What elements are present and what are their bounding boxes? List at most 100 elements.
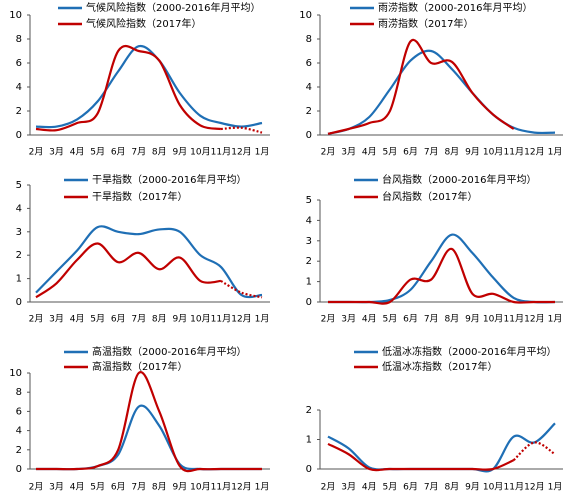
x-tick-label: 10月 bbox=[190, 482, 210, 493]
x-tick-label: 6月 bbox=[403, 482, 418, 493]
x-tick-label: 7月 bbox=[424, 482, 439, 493]
y-tick-label: 10 bbox=[9, 368, 22, 379]
x-tick-label: 5月 bbox=[383, 147, 398, 158]
y-tick-label: 5 bbox=[16, 180, 22, 191]
x-tick-label: 4月 bbox=[362, 147, 377, 158]
x-tick-label: 3月 bbox=[49, 147, 64, 158]
y-tick-label: 6 bbox=[306, 58, 312, 69]
y-tick-label: 2 bbox=[16, 445, 22, 456]
x-tick-label: 8月 bbox=[152, 314, 167, 325]
series-line bbox=[36, 404, 262, 471]
x-tick-label: 12月 bbox=[524, 482, 544, 493]
series-line bbox=[36, 371, 262, 473]
x-tick-label: 2月 bbox=[321, 147, 336, 158]
legend-label: 气候风险指数（2017年） bbox=[86, 17, 201, 30]
y-tick-label: 10 bbox=[299, 10, 312, 21]
x-tick-label: 9月 bbox=[465, 482, 480, 493]
y-tick-label: 3 bbox=[306, 236, 312, 247]
y-tick-label: 2 bbox=[16, 106, 22, 117]
x-tick-label: 8月 bbox=[152, 482, 167, 493]
x-tick-label: 10月 bbox=[483, 147, 503, 158]
x-tick-label: 4月 bbox=[362, 482, 377, 493]
y-tick-label: 0 bbox=[16, 297, 22, 308]
x-tick-label: 7月 bbox=[131, 482, 146, 493]
x-tick-label: 4月 bbox=[362, 314, 377, 325]
x-tick-label: 8月 bbox=[444, 482, 459, 493]
legend-label: 高温指数（2017年） bbox=[92, 360, 187, 373]
x-tick-label: 12月 bbox=[524, 314, 544, 325]
x-tick-label: 5月 bbox=[383, 482, 398, 493]
x-tick-label: 10月 bbox=[483, 314, 503, 325]
series-line bbox=[327, 49, 556, 135]
series-line bbox=[35, 242, 222, 299]
x-tick-label: 9月 bbox=[172, 147, 187, 158]
x-tick-label: 7月 bbox=[131, 147, 146, 158]
x-tick-label: 2月 bbox=[29, 314, 44, 325]
x-tick-label: 10月 bbox=[190, 147, 210, 158]
y-tick-label: 4 bbox=[306, 215, 312, 226]
x-tick-label: 11月 bbox=[504, 147, 524, 158]
y-tick-label: 8 bbox=[16, 34, 22, 45]
y-tick-label: 0 bbox=[16, 130, 22, 141]
y-tick-label: 4 bbox=[306, 82, 312, 93]
x-tick-label: 11月 bbox=[211, 314, 231, 325]
y-tick-label: 2 bbox=[306, 106, 312, 117]
series-line bbox=[35, 44, 263, 129]
x-tick-label: 1月 bbox=[548, 147, 563, 158]
x-tick-label: 11月 bbox=[504, 314, 524, 325]
x-tick-label: 6月 bbox=[403, 147, 418, 158]
legend-label: 高温指数（2000-2016年月平均） bbox=[92, 345, 247, 358]
legend-label: 气候风险指数（2000-2016年月平均） bbox=[86, 1, 261, 14]
y-tick-label: 6 bbox=[16, 406, 22, 417]
y-tick-label: 2 bbox=[306, 405, 312, 416]
x-tick-label: 7月 bbox=[131, 314, 146, 325]
series-line bbox=[327, 38, 515, 135]
series-line bbox=[512, 441, 556, 461]
legend-label: 雨涝指数（2000-2016年月平均） bbox=[378, 1, 533, 14]
x-tick-label: 12月 bbox=[231, 482, 251, 493]
y-tick-label: 1 bbox=[16, 274, 22, 285]
x-tick-label: 3月 bbox=[49, 482, 64, 493]
series-line bbox=[327, 442, 515, 472]
x-tick-label: 3月 bbox=[341, 147, 356, 158]
legend-label: 雨涝指数（2017年） bbox=[378, 17, 473, 30]
x-tick-label: 10月 bbox=[483, 482, 503, 493]
x-tick-label: 1月 bbox=[255, 147, 270, 158]
legend-label: 台风指数（2017年） bbox=[382, 190, 477, 203]
x-tick-label: 6月 bbox=[111, 314, 126, 325]
y-tick-label: 4 bbox=[16, 82, 22, 93]
x-tick-label: 4月 bbox=[70, 147, 85, 158]
y-tick-label: 4 bbox=[16, 203, 22, 214]
y-tick-label: 8 bbox=[16, 387, 22, 398]
y-tick-label: 5 bbox=[306, 195, 312, 206]
y-tick-label: 1 bbox=[306, 277, 312, 288]
x-tick-label: 11月 bbox=[211, 147, 231, 158]
y-tick-label: 6 bbox=[16, 58, 22, 69]
legend-label: 低温冰冻指数（2000-2016年月平均） bbox=[382, 345, 557, 358]
x-tick-label: 2月 bbox=[29, 147, 44, 158]
x-tick-label: 9月 bbox=[465, 147, 480, 158]
x-tick-label: 2月 bbox=[321, 314, 336, 325]
x-tick-label: 7月 bbox=[424, 314, 439, 325]
x-tick-label: 8月 bbox=[444, 314, 459, 325]
series-line bbox=[328, 247, 555, 305]
y-tick-label: 0 bbox=[306, 130, 312, 141]
y-tick-label: 0 bbox=[16, 464, 22, 475]
x-tick-label: 12月 bbox=[231, 314, 251, 325]
x-tick-label: 8月 bbox=[444, 147, 459, 158]
x-tick-label: 11月 bbox=[504, 482, 524, 493]
y-tick-label: 2 bbox=[306, 256, 312, 267]
x-tick-label: 4月 bbox=[70, 314, 85, 325]
legend-label: 低温冰冻指数（2017年） bbox=[382, 360, 497, 373]
x-tick-label: 9月 bbox=[172, 314, 187, 325]
x-tick-label: 8月 bbox=[152, 147, 167, 158]
x-tick-label: 12月 bbox=[231, 147, 251, 158]
x-tick-label: 5月 bbox=[90, 482, 105, 493]
x-tick-label: 4月 bbox=[70, 482, 85, 493]
series-line bbox=[220, 126, 263, 134]
x-tick-label: 3月 bbox=[341, 482, 356, 493]
x-tick-label: 5月 bbox=[90, 147, 105, 158]
x-tick-label: 1月 bbox=[548, 482, 563, 493]
legend-label: 干旱指数（2000-2016年月平均） bbox=[92, 173, 247, 186]
